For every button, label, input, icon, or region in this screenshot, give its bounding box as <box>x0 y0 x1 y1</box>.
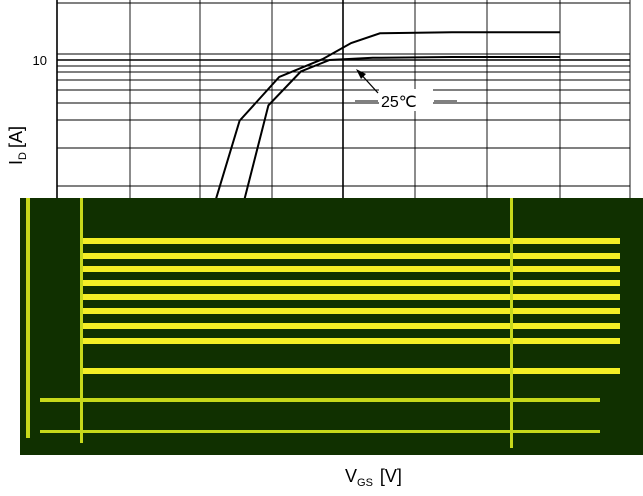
corrupt-band-line <box>80 338 620 344</box>
series-line-2 <box>242 56 560 205</box>
annotation-bg <box>379 89 433 111</box>
corrupt-band-line <box>80 198 83 443</box>
xlabel-main: V <box>345 466 357 486</box>
ylabel-sub: D <box>17 152 29 160</box>
svg-text:ID[A]: ID [A] <box>6 126 29 165</box>
corrupt-band-line <box>80 266 620 272</box>
corrupt-band-line <box>80 308 620 314</box>
annotation-25c: 25℃ <box>381 94 417 111</box>
corrupt-band-line <box>80 280 620 286</box>
corrupt-band-line <box>80 368 620 374</box>
corrupt-band-line <box>510 198 513 448</box>
corrupt-band-line <box>80 323 620 329</box>
series-lines <box>213 31 560 205</box>
corrupted-region <box>20 198 643 455</box>
ylabel-main: I <box>6 160 26 165</box>
ylabel-unit: [A] <box>6 126 26 148</box>
y-tick-label-10: 10 <box>33 53 47 68</box>
annotation-arrowhead <box>356 69 366 79</box>
series-line-1 <box>213 31 560 205</box>
xlabel-unit: [V] <box>380 466 402 486</box>
corrupted-strip <box>100 186 643 198</box>
svg-text:VGS[V]: VGS [V] <box>345 466 402 489</box>
y-axis-label: ID [A] <box>6 126 29 165</box>
corrupt-band-line <box>40 398 600 402</box>
corrupt-band-line <box>40 430 600 433</box>
corrupt-band-line <box>26 198 30 438</box>
corrupt-band-line <box>80 238 620 244</box>
corrupt-band-line <box>80 294 620 300</box>
corrupt-band-line <box>80 253 620 259</box>
xlabel-sub: GS <box>357 477 373 489</box>
x-axis-label: VGS [V] <box>345 466 402 489</box>
